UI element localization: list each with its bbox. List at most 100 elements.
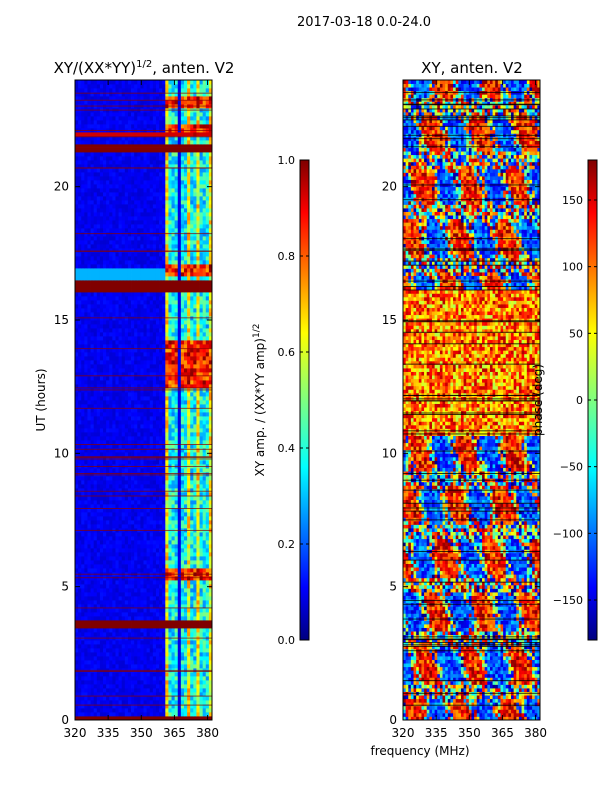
amp-cell: [196, 504, 200, 508]
amp-cell: [131, 676, 135, 680]
amp-cell: [84, 684, 88, 688]
amp-cell: [131, 600, 135, 604]
amp-cell: [109, 556, 113, 560]
amp-cell: [109, 620, 113, 624]
amp-cell: [119, 652, 123, 656]
amp-cell: [165, 640, 169, 644]
amp-cell: [115, 532, 119, 536]
amp-cell: [184, 580, 188, 584]
amp-cell: [100, 536, 104, 540]
amp-cell: [125, 552, 129, 556]
amp-cell: [103, 500, 107, 504]
amp-cell: [87, 672, 91, 676]
amp-cell: [91, 516, 95, 520]
amp-cell: [137, 684, 141, 688]
amp-cell: [203, 532, 207, 536]
amp-cell: [196, 560, 200, 564]
amp-cell: [196, 568, 200, 572]
amp-cell: [165, 536, 169, 540]
amp-cell: [150, 676, 154, 680]
amp-cell: [200, 588, 204, 592]
amp-cell: [122, 584, 126, 588]
amp-cell: [122, 696, 126, 700]
amp-cell: [181, 596, 185, 600]
amp-cell: [203, 676, 207, 680]
amp-cell: [150, 700, 154, 704]
amp-cell: [184, 700, 188, 704]
amp-cell: [91, 612, 95, 616]
amp-cell: [153, 488, 157, 492]
amp-cell: [131, 488, 135, 492]
amp-cell: [147, 532, 151, 536]
amp-cell: [178, 628, 182, 632]
amp-cell: [119, 544, 123, 548]
amp-cell: [103, 532, 107, 536]
amp-cell: [103, 512, 107, 516]
amp-cell: [100, 628, 104, 632]
amp-cell: [168, 580, 172, 584]
amp-cell: [103, 516, 107, 520]
amp-cell: [75, 532, 79, 536]
amp-cell: [122, 644, 126, 648]
amp-cell: [112, 496, 116, 500]
amp-cell: [203, 628, 207, 632]
amp-cell: [165, 560, 169, 564]
amp-cell: [181, 632, 185, 636]
amp-cell: [144, 536, 148, 540]
amp-cell: [206, 684, 210, 688]
amp-cell: [156, 576, 160, 580]
amp-cell: [106, 608, 110, 612]
amp-cell: [156, 624, 160, 628]
amp-cell: [140, 488, 144, 492]
amp-cell: [193, 512, 197, 516]
amp-cell: [175, 556, 179, 560]
amp-cell: [103, 600, 107, 604]
amp-cell: [206, 652, 210, 656]
amp-cell: [184, 680, 188, 684]
amp-cell: [115, 560, 119, 564]
amp-cell: [172, 612, 176, 616]
amp-cell: [131, 672, 135, 676]
amp-cell: [119, 656, 123, 660]
amp-cell: [144, 660, 148, 664]
amp-cell: [172, 644, 176, 648]
amp-cell: [131, 536, 135, 540]
amp-cell: [131, 560, 135, 564]
amp-cell: [94, 500, 98, 504]
amp-cell: [168, 548, 172, 552]
amp-cell: [100, 672, 104, 676]
amp-cell: [134, 512, 138, 516]
amp-cell: [131, 708, 135, 712]
amp-cell: [78, 632, 82, 636]
amp-cell: [91, 592, 95, 596]
amp-cell: [193, 544, 197, 548]
amp-cell: [106, 628, 110, 632]
amp-cell: [131, 696, 135, 700]
amp-cell: [119, 640, 123, 644]
amp-cell: [181, 644, 185, 648]
amp-cell: [147, 612, 151, 616]
amp-cell: [150, 640, 154, 644]
amp-cell: [206, 564, 210, 568]
amp-cell: [91, 688, 95, 692]
amp-cell: [84, 616, 88, 620]
amp-cell: [81, 568, 85, 572]
amp-cell: [175, 564, 179, 568]
amp-cell: [181, 588, 185, 592]
amp-cell: [94, 516, 98, 520]
amp-cell: [91, 512, 95, 516]
amp-cell: [153, 496, 157, 500]
amp-cell: [165, 584, 169, 588]
amp-cell: [103, 544, 107, 548]
amp-cell: [156, 564, 160, 568]
amp-cell: [125, 664, 129, 668]
amp-cell: [147, 712, 151, 716]
amp-cell: [87, 644, 91, 648]
amp-cell: [206, 504, 210, 508]
amp-cell: [128, 548, 132, 552]
amp-cell: [181, 568, 185, 572]
amp-cell: [131, 596, 135, 600]
amp-cell: [81, 556, 85, 560]
amp-cell: [84, 652, 88, 656]
amp-cell: [140, 612, 144, 616]
